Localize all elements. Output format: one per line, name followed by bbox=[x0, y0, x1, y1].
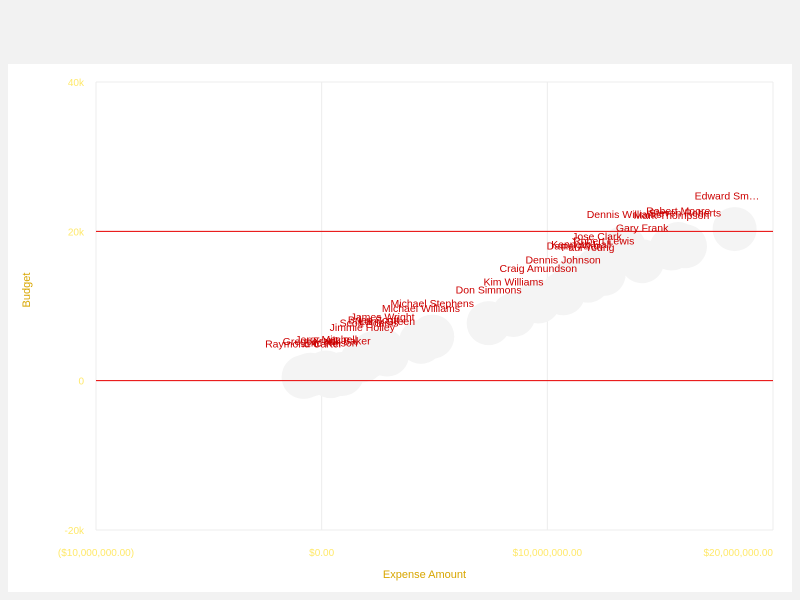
x-tick-label: $20,000,000.00 bbox=[703, 548, 773, 559]
point-label: Dennis Johnson bbox=[525, 255, 600, 267]
point-label: Gary Frank bbox=[616, 223, 669, 235]
point-label: Edward Sm… bbox=[695, 190, 760, 202]
data-point-bubble[interactable] bbox=[466, 301, 511, 346]
y-axis-title: Budget bbox=[21, 273, 33, 308]
point-label: Frank Baker bbox=[313, 335, 371, 347]
x-tick-label: $10,000,000.00 bbox=[513, 548, 583, 559]
point-label: Michael Williams bbox=[382, 303, 460, 315]
point-label: Kim Williams bbox=[483, 276, 543, 288]
data-point-bubble[interactable] bbox=[712, 207, 757, 252]
point-label: Robert Moore bbox=[646, 205, 710, 217]
point-label: Don Simmons bbox=[456, 285, 522, 297]
point-label: Michael Stephens bbox=[391, 298, 474, 310]
x-tick-label: ($10,000,000.00) bbox=[58, 548, 134, 559]
point-label: Raymond Carter bbox=[265, 338, 343, 350]
point-label: James Wright bbox=[351, 311, 415, 323]
bubble-layer bbox=[281, 207, 757, 399]
point-label: Eric Nelson bbox=[304, 338, 358, 350]
point-label: Jimmie Holley bbox=[330, 322, 396, 334]
point-label: Daniel Allen bbox=[547, 241, 603, 253]
chart-panel: ($10,000,000.00) $0.00 $10,000,000.00 $20,0… bbox=[8, 64, 792, 592]
data-point-bubble[interactable] bbox=[304, 350, 349, 395]
point-label: Paul Young bbox=[561, 242, 614, 254]
y-tick-label: -20k bbox=[65, 526, 85, 537]
point-label: Dennis Williams bbox=[587, 209, 662, 221]
point-label: Larry Green bbox=[359, 316, 415, 328]
y-tick-label: 20k bbox=[68, 227, 85, 238]
data-point-bubble[interactable] bbox=[565, 258, 610, 303]
data-point-bubble[interactable] bbox=[398, 319, 443, 364]
y-tick-label: 40k bbox=[68, 78, 85, 89]
point-label: Mark Thompson bbox=[634, 210, 710, 222]
point-label: Jerry Mitchell bbox=[295, 334, 357, 346]
point-label: Robert Lewis bbox=[573, 235, 634, 247]
point-label: Scott Adams bbox=[340, 317, 399, 329]
point-label: Brian Scott bbox=[348, 314, 399, 326]
scatter-chart: ($10,000,000.00) $0.00 $10,000,000.00 $20,0… bbox=[21, 78, 774, 581]
x-axis-title: Expense Amount bbox=[383, 569, 466, 581]
tick-label-layer: ($10,000,000.00) $0.00 $10,000,000.00 $20,0… bbox=[58, 78, 774, 559]
data-point-bubble[interactable] bbox=[649, 226, 694, 271]
y-tick-label: 0 bbox=[78, 377, 84, 388]
point-label: Kenneth Hall bbox=[551, 239, 611, 251]
x-tick-label: $0.00 bbox=[309, 548, 334, 559]
point-label: Jose Clark bbox=[572, 231, 622, 243]
reference-line-layer bbox=[96, 230, 773, 382]
point-label: Craig Amundson bbox=[499, 263, 577, 275]
point-label: Steven Roberts bbox=[649, 208, 721, 220]
point-label: Gregory Hill bbox=[283, 336, 338, 348]
